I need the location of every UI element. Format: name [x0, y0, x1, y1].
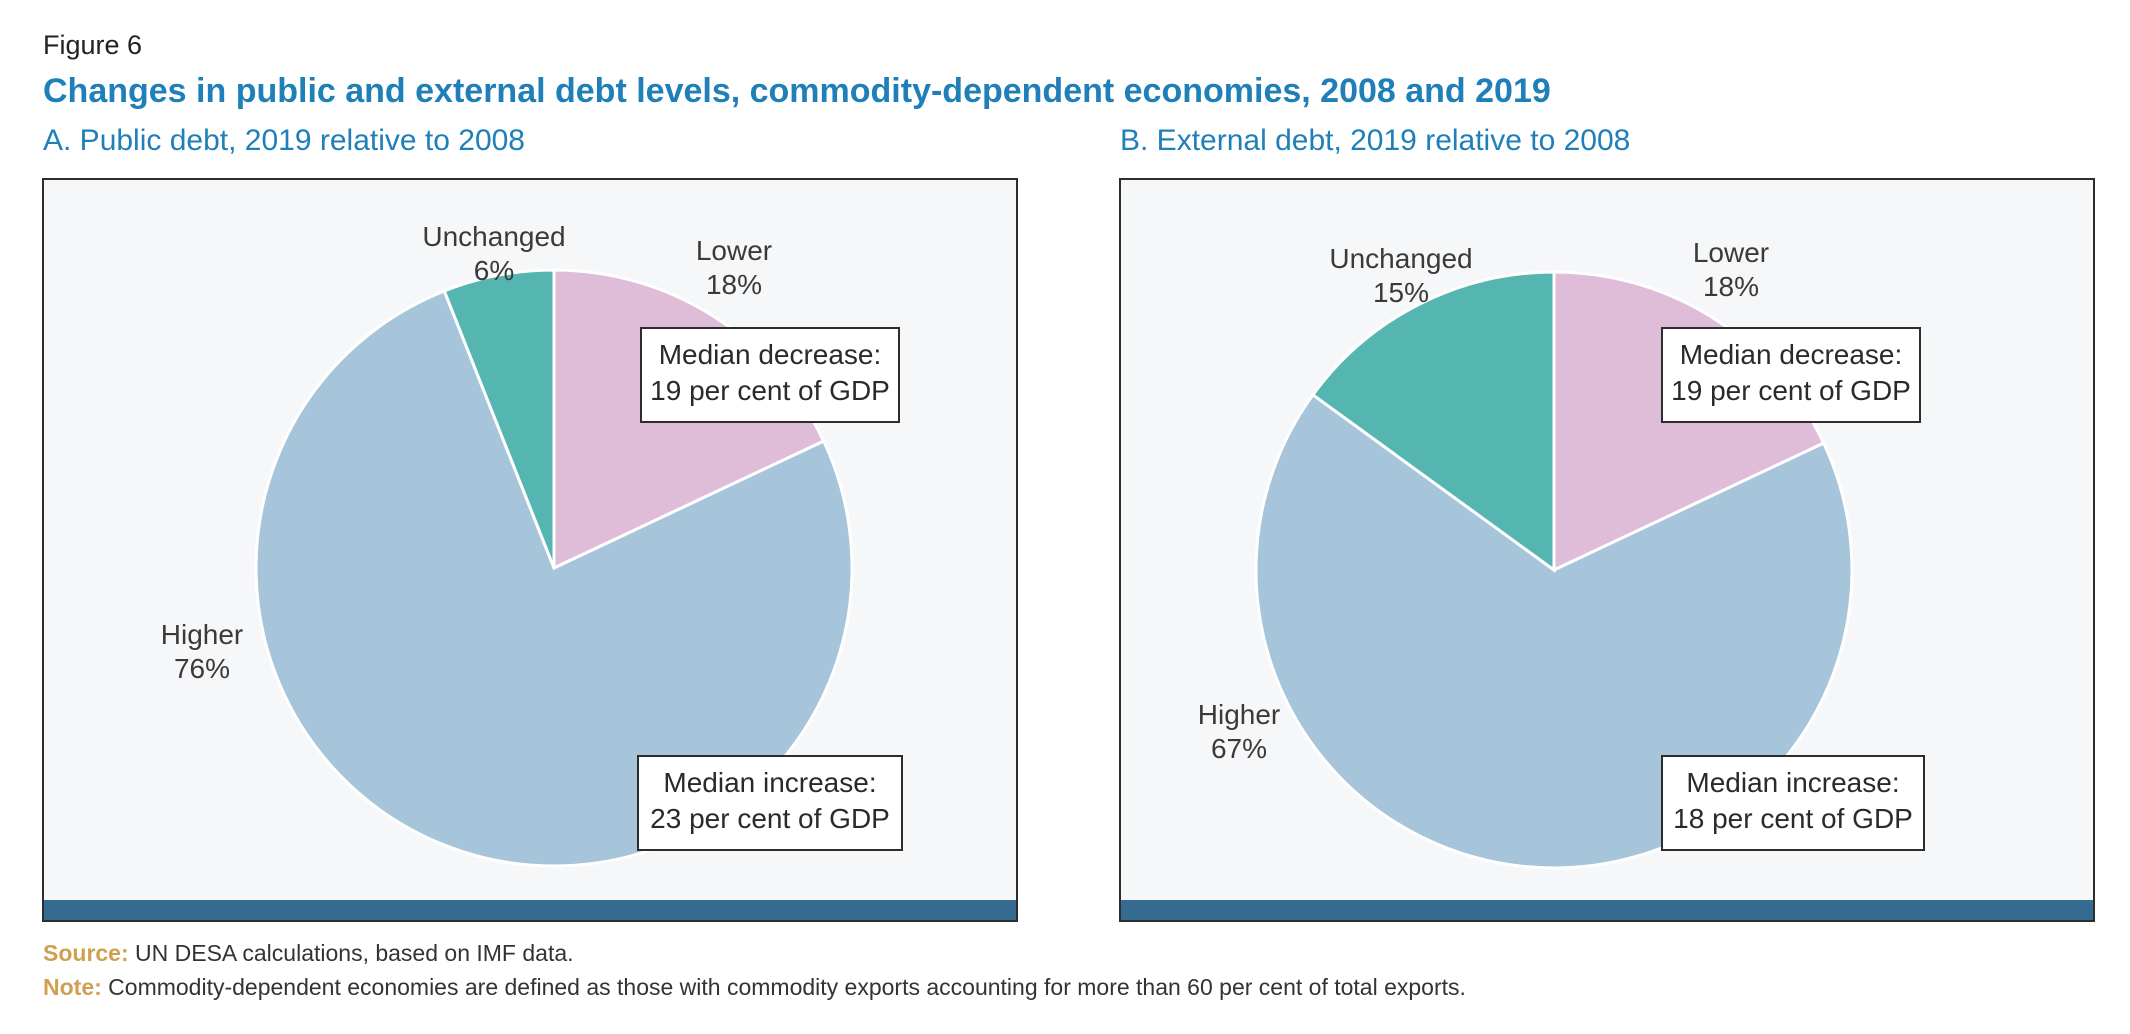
- slice-label-name-lower: Lower: [696, 235, 772, 266]
- pie-slice-higher: [1254, 392, 1854, 870]
- median-decrease-text-line: 19 per cent of GDP: [1671, 375, 1911, 406]
- pie-slice-unchanged: [442, 268, 556, 569]
- slice-label-name-higher: Higher: [161, 619, 243, 650]
- panel-a-footer-bar: [44, 900, 1016, 920]
- source-note: Source: UN DESA calculations, based on I…: [43, 940, 574, 967]
- slice-label-value-lower: 18%: [1703, 271, 1759, 302]
- median-increase-text-line: Median increase:: [663, 767, 876, 798]
- figure-title: Changes in public and external debt leve…: [43, 72, 1551, 110]
- slice-label-value-unchanged: 15%: [1373, 277, 1429, 308]
- panel-b-footer-bar: [1121, 900, 2093, 920]
- median-decrease-box: [1661, 327, 1921, 423]
- source-text: UN DESA calculations, based on IMF data.: [135, 940, 574, 966]
- pie-slice-higher: [254, 288, 854, 868]
- median-decrease-text-line: Median decrease:: [659, 339, 882, 370]
- median-decrease-box: [640, 327, 900, 423]
- median-increase-text-line: Median increase:: [1686, 767, 1899, 798]
- panel-a: Lower 18% Higher 76% Unchanged 6% Median decre…: [42, 178, 1018, 922]
- median-decrease-text-line: Median decrease:: [1680, 339, 1903, 370]
- slice-label-value-higher: 67%: [1211, 733, 1267, 764]
- panel-b-title: B. External debt, 2019 relative to 2008: [1120, 124, 1631, 157]
- pie-slice-unchanged: [1310, 270, 1556, 573]
- note-text: Commodity-dependent economies are define…: [108, 974, 1466, 1000]
- note-label: Note:: [43, 974, 102, 1000]
- slice-label-name-unchanged: Unchanged: [1329, 243, 1472, 274]
- panel-a-title: A. Public debt, 2019 relative to 2008: [43, 124, 525, 157]
- slice-label-name-lower: Lower: [1693, 237, 1769, 268]
- panel-b: Lower 18% Higher 67% Unchanged 15% Median decr…: [1119, 178, 2095, 922]
- median-decrease-text-line: 19 per cent of GDP: [650, 375, 890, 406]
- median-increase-box: [637, 755, 903, 851]
- source-label: Source:: [43, 940, 129, 966]
- slice-label-value-higher: 76%: [174, 653, 230, 684]
- median-increase-text-line: 23 per cent of GDP: [650, 803, 890, 834]
- median-increase-box: [1661, 755, 1925, 851]
- figure-label: Figure 6: [43, 30, 143, 60]
- median-increase-text-line: 18 per cent of GDP: [1673, 803, 1913, 834]
- slice-label-value-unchanged: 6%: [474, 255, 514, 286]
- slice-label-value-lower: 18%: [706, 269, 762, 300]
- slice-label-name-higher: Higher: [1198, 699, 1280, 730]
- slice-label-name-unchanged: Unchanged: [422, 221, 565, 252]
- definition-note: Note: Commodity-dependent economies are …: [43, 974, 1466, 1001]
